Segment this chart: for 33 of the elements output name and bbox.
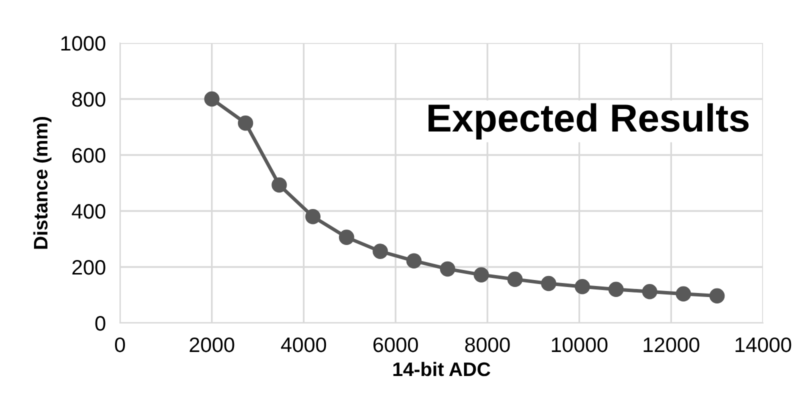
x-tick-label: 8000 [465, 337, 510, 352]
y-tick-label: 0 [95, 316, 106, 331]
point [305, 208, 321, 224]
x-axis-title: 14-bit ADC [393, 362, 490, 376]
point [709, 288, 725, 304]
y-tick-label: 1000 [61, 36, 106, 51]
point [608, 282, 624, 298]
y-tick-label: 400 [72, 204, 106, 219]
point [372, 244, 388, 259]
x-tick-label: 14000 [736, 337, 792, 352]
point [406, 253, 422, 268]
y-axis-title: Distance (mm) [33, 116, 52, 249]
point [204, 91, 220, 107]
point [474, 267, 489, 282]
point [574, 278, 590, 294]
point [440, 261, 456, 277]
annotation: Expected Results [428, 103, 749, 140]
x-tick-label: 6000 [373, 337, 418, 352]
x-tick-label: 10000 [552, 337, 608, 352]
point [676, 286, 692, 302]
y-tick-label: 200 [72, 260, 106, 275]
point [338, 230, 354, 245]
point [507, 272, 523, 287]
point [541, 276, 556, 292]
y-tick-label: 600 [72, 148, 106, 163]
x-tick-label: 2000 [190, 337, 234, 352]
y-tick-label: 800 [72, 92, 106, 107]
point [238, 115, 254, 131]
point [272, 177, 287, 193]
x-tick-label: 4000 [281, 337, 326, 352]
point [642, 284, 658, 300]
x-tick-label: 0 [115, 337, 125, 352]
x-tick-label: 12000 [644, 337, 700, 352]
